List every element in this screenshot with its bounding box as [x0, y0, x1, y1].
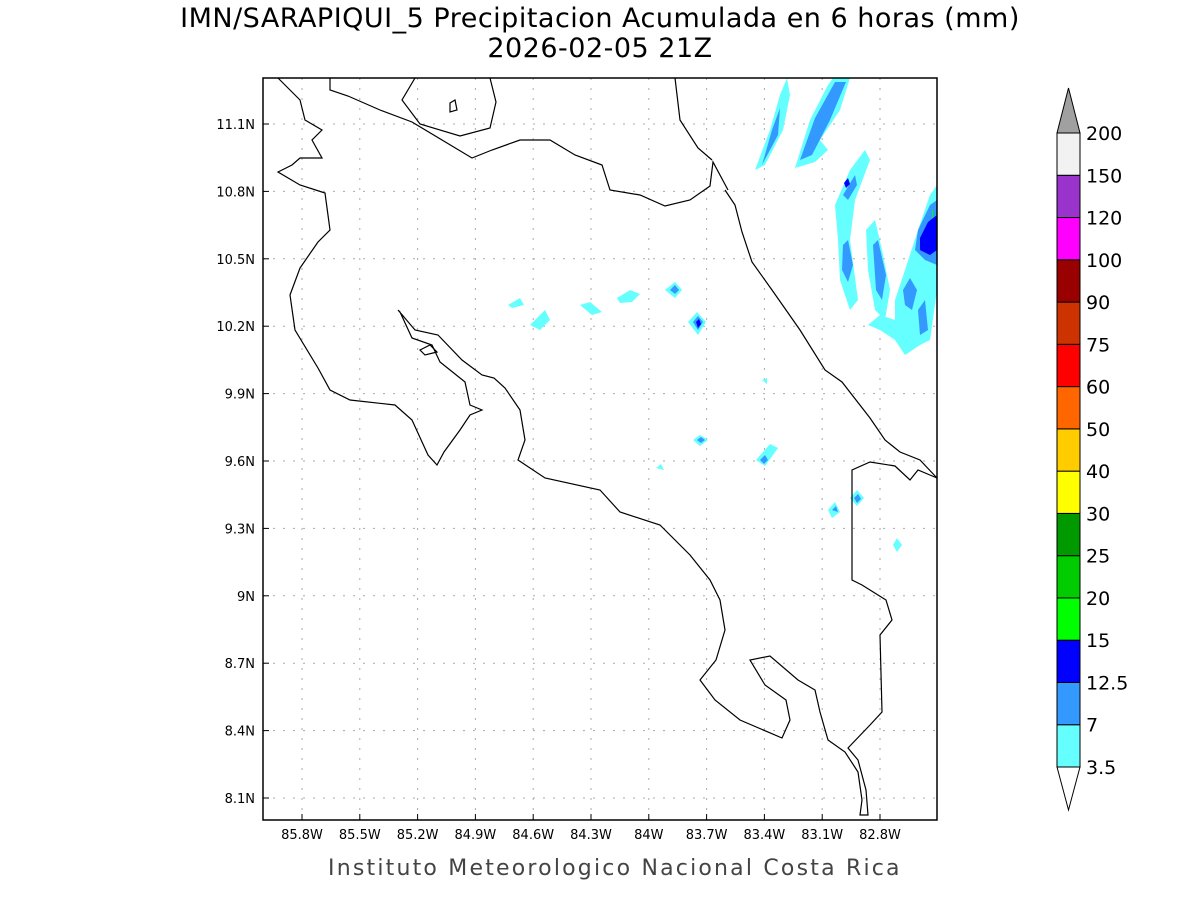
lat-tick-label: 8.7N — [225, 657, 255, 672]
colorbar-legend: 3.5 7 12.5 15 20 25 30 40 50 60 75 90 100 120 150 200 — [1056, 87, 1128, 812]
map-title: IMN/SARAPIQUI_5 Precipitacion Acumulada … — [180, 3, 1020, 34]
lon-tick-label: 84.3W — [570, 828, 612, 843]
lat-tick-label: 9.6N — [225, 455, 255, 470]
colorbar-level-label: 90 — [1086, 292, 1110, 314]
lon-tick-label: 83.1W — [801, 828, 843, 843]
colorbar-level-label: 150 — [1086, 165, 1122, 187]
lon-tick-label: 84.9W — [454, 828, 496, 843]
colorbar-swatch — [1056, 386, 1081, 430]
precipitation-field — [508, 78, 937, 552]
colorbar-level-label: 3.5 — [1086, 757, 1116, 779]
colorbar-swatch — [1056, 132, 1081, 176]
colorbar-swatch — [1056, 217, 1081, 261]
colorbar-swatch — [1056, 555, 1081, 599]
colorbar-level-label: 100 — [1086, 250, 1122, 272]
colorbar-under-triangle — [1056, 766, 1081, 812]
colorbar-level-label: 120 — [1086, 208, 1122, 230]
lat-tick-label: 8.4N — [225, 725, 255, 740]
lat-tick-label: 9.9N — [225, 388, 255, 403]
lon-tick-label: 83.4W — [743, 828, 785, 843]
colorbar-swatch — [1056, 301, 1081, 345]
lon-tick-label: 85.2W — [397, 828, 439, 843]
colorbar-swatch — [1056, 681, 1081, 726]
colorbar-swatch — [1056, 259, 1081, 303]
colorbar-level-label: 200 — [1086, 123, 1122, 145]
colorbar-swatch — [1056, 174, 1081, 219]
colorbar-swatch — [1056, 343, 1081, 388]
lat-tick-label: 8.1N — [225, 792, 255, 807]
colorbar-level-label: 50 — [1086, 419, 1110, 441]
colorbar-over-triangle — [1056, 87, 1081, 134]
lat-tick-label: 9N — [237, 590, 255, 605]
footer-credit: Instituto Meteorologico Nacional Costa R… — [328, 856, 902, 881]
lon-tick-label: 84W — [634, 828, 664, 843]
map-subtitle: 2026-02-05 21Z — [487, 33, 713, 64]
colorbar-swatch — [1056, 470, 1081, 514]
colorbar-level-label: 20 — [1086, 588, 1110, 610]
coastlines-borders — [276, 77, 938, 816]
lat-tick-label: 10.2N — [216, 320, 255, 335]
lat-tick-label: 9.3N — [225, 522, 255, 537]
colorbar-level-label: 30 — [1086, 503, 1110, 525]
map-axes: 85.8W 85.5W 85.2W 84.9W 84.6W 84.3W 84W 83.7W 83… — [216, 118, 901, 843]
lon-tick-label: 82.8W — [859, 828, 901, 843]
colorbar-swatch — [1056, 724, 1081, 768]
lat-tick-label: 10.8N — [216, 185, 255, 200]
colorbar-swatch — [1056, 597, 1081, 641]
colorbar-level-label: 25 — [1086, 546, 1110, 568]
colorbar-level-label: 7 — [1086, 715, 1098, 737]
lon-tick-label: 84.6W — [512, 828, 554, 843]
colorbar-swatch — [1056, 639, 1081, 683]
colorbar-level-label: 75 — [1086, 334, 1110, 356]
lat-tick-label: 10.5N — [216, 253, 255, 268]
graticule — [263, 78, 937, 820]
colorbar-level-label: 15 — [1086, 630, 1110, 652]
colorbar-swatch — [1056, 512, 1081, 557]
map-frame — [262, 77, 938, 821]
lon-tick-label: 85.5W — [339, 828, 381, 843]
lon-tick-label: 85.8W — [281, 828, 323, 843]
colorbar-level-label: 60 — [1086, 377, 1110, 399]
colorbar-level-label: 40 — [1086, 461, 1110, 483]
colorbar-level-label: 12.5 — [1086, 672, 1128, 694]
lat-tick-label: 11.1N — [216, 118, 255, 133]
colorbar-swatch — [1056, 428, 1081, 472]
lon-tick-label: 83.7W — [686, 828, 728, 843]
